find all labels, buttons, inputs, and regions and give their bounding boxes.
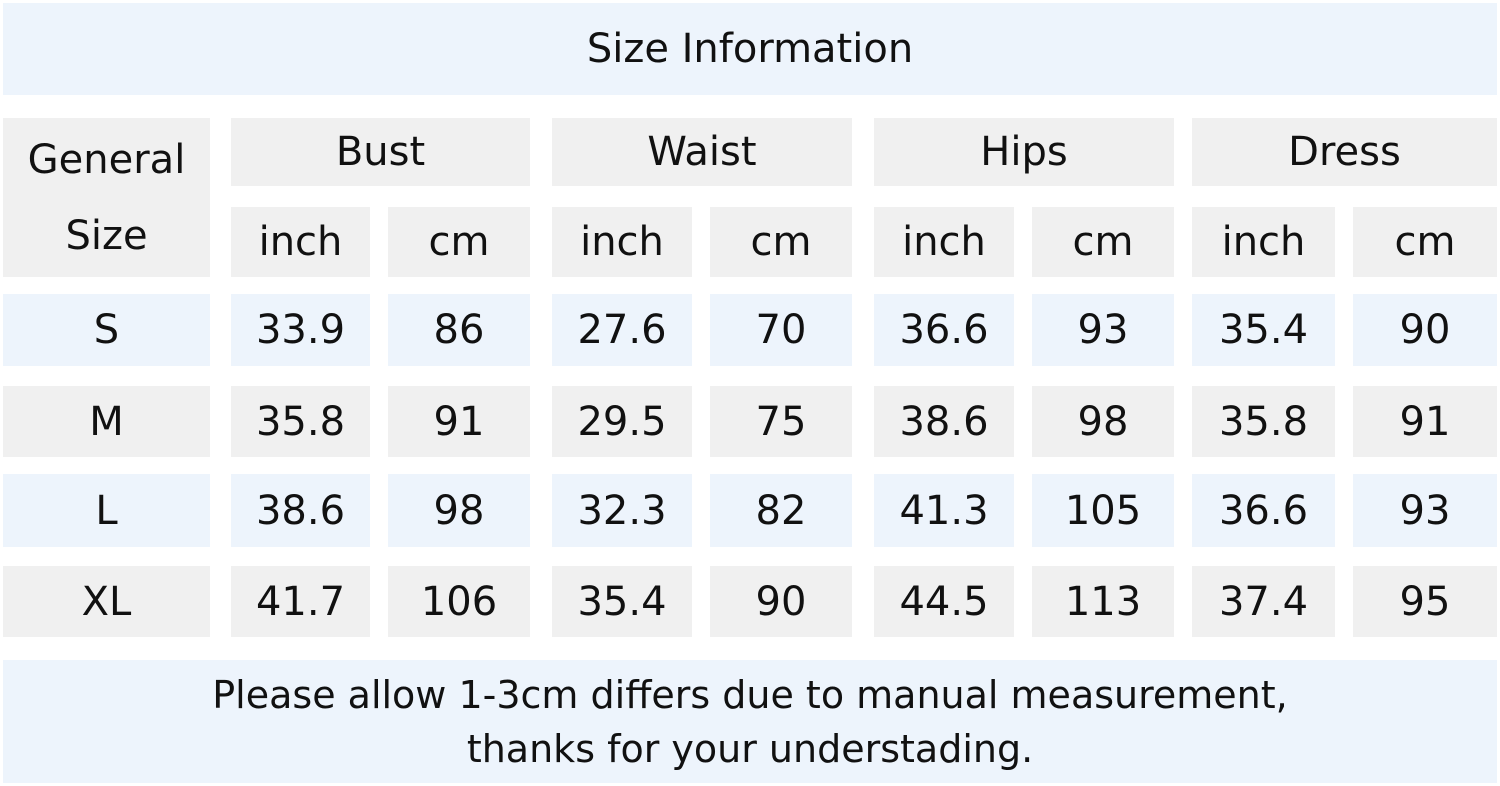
value-cell: 91	[388, 386, 530, 457]
value-cell: 38.6	[231, 474, 370, 547]
size-cell: L	[3, 474, 210, 547]
unit-header: inch	[231, 207, 370, 277]
value-cell: 35.8	[231, 386, 370, 457]
size-cell: S	[3, 294, 210, 366]
value-cell: 75	[710, 386, 852, 457]
value-cell: 98	[388, 474, 530, 547]
value-cell: 35.4	[552, 566, 692, 637]
value-cell: 93	[1032, 294, 1174, 366]
unit-header: cm	[1032, 207, 1174, 277]
value-cell: 106	[388, 566, 530, 637]
unit-header: cm	[1353, 207, 1497, 277]
footer-note: Please allow 1-3cm differs due to manual…	[3, 660, 1497, 783]
value-cell: 32.3	[552, 474, 692, 547]
value-cell: 98	[1032, 386, 1174, 457]
value-cell: 90	[1353, 294, 1497, 366]
value-cell: 95	[1353, 566, 1497, 637]
size-cell: M	[3, 386, 210, 457]
value-cell: 36.6	[1192, 474, 1335, 547]
unit-header: inch	[552, 207, 692, 277]
group-header: Hips	[874, 118, 1174, 186]
value-cell: 41.3	[874, 474, 1014, 547]
unit-header: inch	[1192, 207, 1335, 277]
value-cell: 36.6	[874, 294, 1014, 366]
value-cell: 90	[710, 566, 852, 637]
group-header: Bust	[231, 118, 530, 186]
unit-header: cm	[388, 207, 530, 277]
value-cell: 38.6	[874, 386, 1014, 457]
group-header: Dress	[1192, 118, 1497, 186]
value-cell: 37.4	[1192, 566, 1335, 637]
footer-line: thanks for your understading.	[466, 726, 1034, 771]
general-label-line: Size	[65, 212, 148, 259]
value-cell: 86	[388, 294, 530, 366]
unit-header: cm	[710, 207, 852, 277]
value-cell: 113	[1032, 566, 1174, 637]
value-cell: 44.5	[874, 566, 1014, 637]
value-cell: 70	[710, 294, 852, 366]
general-label-line: General	[27, 136, 186, 183]
general-size-header: General Size	[3, 118, 210, 277]
value-cell: 35.8	[1192, 386, 1335, 457]
value-cell: 33.9	[231, 294, 370, 366]
value-cell: 41.7	[231, 566, 370, 637]
footer-line: Please allow 1-3cm differs due to manual…	[212, 672, 1288, 717]
value-cell: 29.5	[552, 386, 692, 457]
value-cell: 93	[1353, 474, 1497, 547]
value-cell: 82	[710, 474, 852, 547]
value-cell: 27.6	[552, 294, 692, 366]
unit-header: inch	[874, 207, 1014, 277]
size-cell: XL	[3, 566, 210, 637]
value-cell: 35.4	[1192, 294, 1335, 366]
group-header: Waist	[552, 118, 852, 186]
value-cell: 105	[1032, 474, 1174, 547]
table-title: Size Information	[3, 3, 1497, 95]
value-cell: 91	[1353, 386, 1497, 457]
